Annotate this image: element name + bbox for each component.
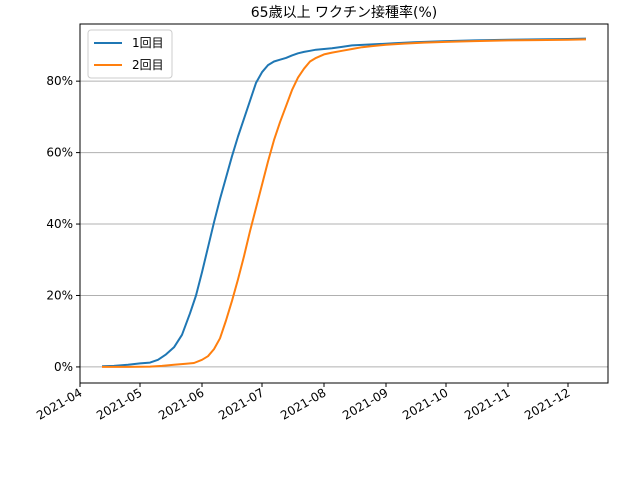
y-tick-label: 0% <box>54 360 73 374</box>
series-lines <box>101 37 587 368</box>
plot-frame <box>79 23 609 384</box>
y-tick-label: 20% <box>46 288 73 302</box>
y-tick-label: 60% <box>46 146 73 160</box>
legend-label-series-1: 1回目 <box>132 36 164 50</box>
y-tick-label: 80% <box>46 74 73 88</box>
chart-title: 65歳以上 ワクチン接種率(%) <box>251 4 438 21</box>
legend-label-series-2: 2回目 <box>132 58 164 72</box>
y-axis-ticks: 0% 20% 40% 60% 80% <box>46 74 80 374</box>
legend: 1回目 2回目 <box>87 29 173 79</box>
series-line-2 <box>102 38 587 368</box>
grid-lines <box>80 80 608 368</box>
y-tick-label: 40% <box>46 217 73 231</box>
